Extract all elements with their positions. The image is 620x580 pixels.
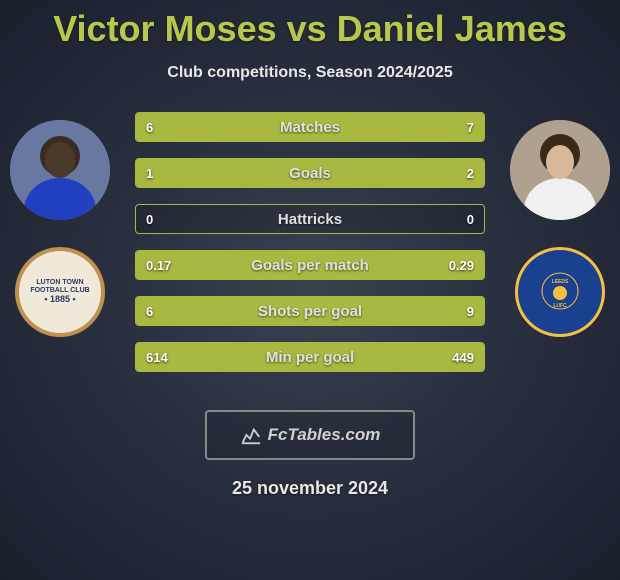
page-title: Victor Moses vs Daniel James [0,0,620,50]
chart-icon [240,424,262,446]
avatar-placeholder-icon [510,120,610,220]
date-label: 25 november 2024 [0,478,620,499]
watermark-text: FcTables.com [268,425,381,445]
watermark: FcTables.com [205,410,415,460]
stat-label: Goals [136,159,484,187]
stat-row: 614449Min per goal [135,342,485,372]
club-right-label: LEEDS LUFC [540,271,580,314]
stat-row: 00Hattricks [135,204,485,234]
comparison-content: LUTON TOWN FOOTBALL CLUB • 1885 • LEEDS … [0,112,620,402]
stat-label: Goals per match [136,251,484,279]
stat-row: 0.170.29Goals per match [135,250,485,280]
stat-label: Min per goal [136,343,484,371]
club-left-label: LUTON TOWN FOOTBALL CLUB • 1885 • [19,279,101,304]
stat-row: 12Goals [135,158,485,188]
player-right-club-badge: LEEDS LUFC [515,247,605,337]
player-right-avatar [510,120,610,220]
svg-text:LEEDS: LEEDS [552,279,569,285]
page-subtitle: Club competitions, Season 2024/2025 [0,64,620,82]
svg-text:LUFC: LUFC [553,303,567,309]
stat-label: Hattricks [136,205,484,233]
stats-bars: 67Matches 12Goals 00Hattricks 0.170.29Goals… [135,112,485,388]
stat-label: Shots per goal [136,297,484,325]
player-left-club-badge: LUTON TOWN FOOTBALL CLUB • 1885 • [15,247,105,337]
stat-row: 67Matches [135,112,485,142]
stat-label: Matches [136,113,484,141]
avatar-placeholder-icon [10,120,110,220]
player-left-avatar [10,120,110,220]
club-crest-icon: LEEDS LUFC [540,271,580,311]
stat-row: 69Shots per goal [135,296,485,326]
